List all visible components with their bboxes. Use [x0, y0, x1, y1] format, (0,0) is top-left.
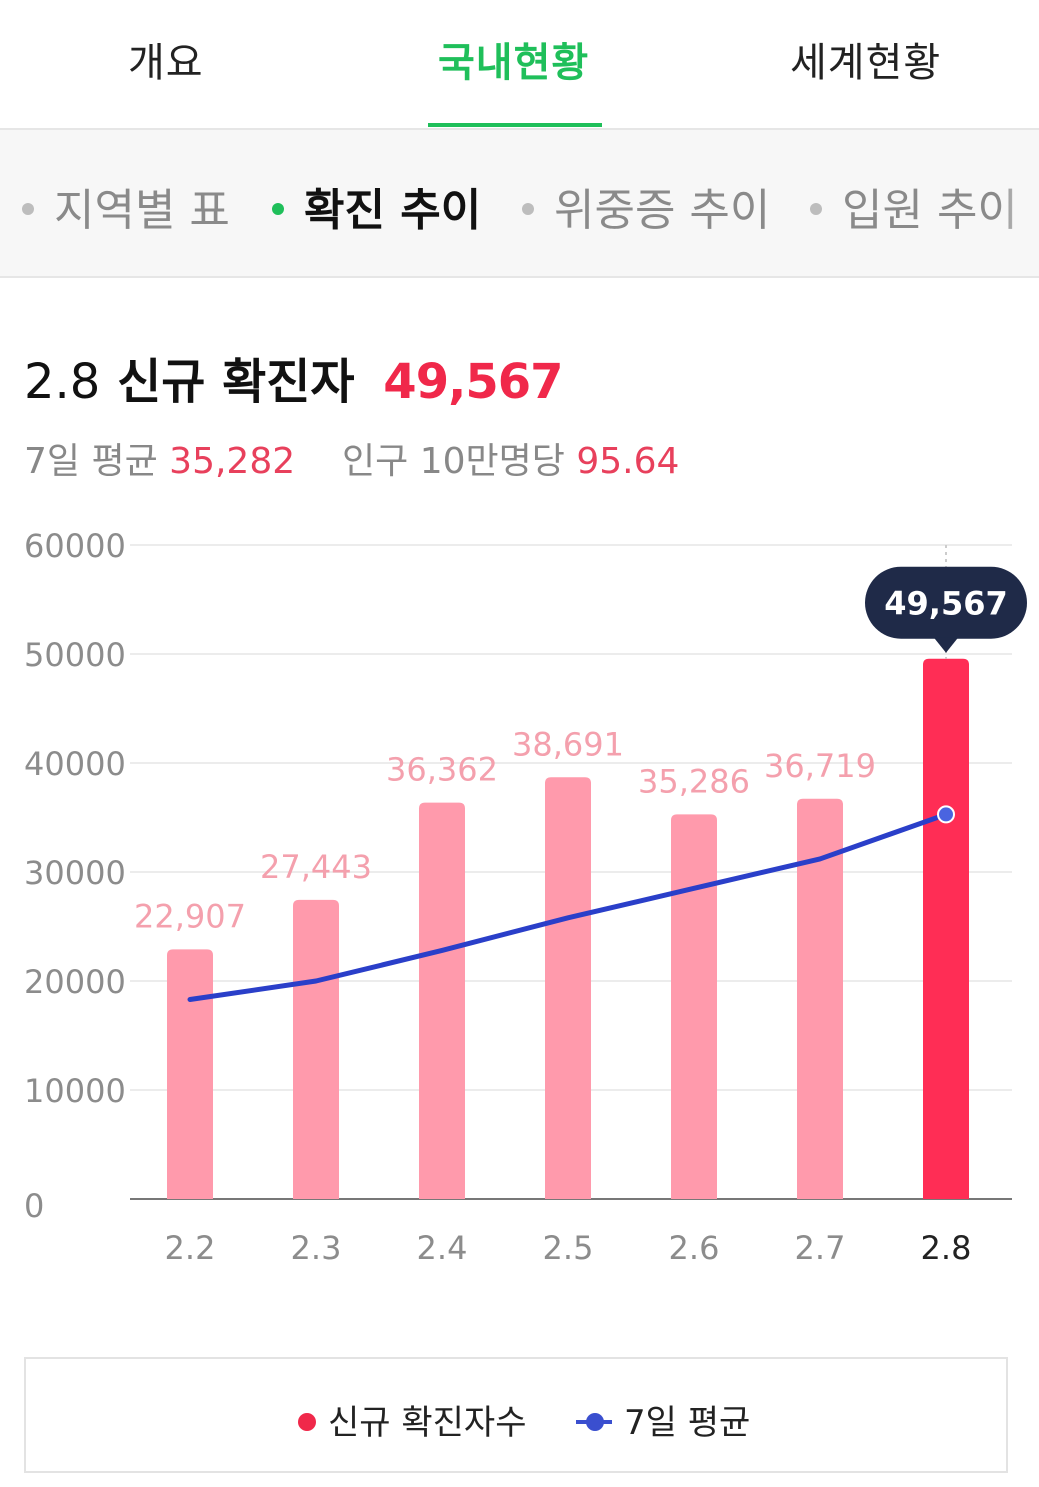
- bar[interactable]: [923, 658, 969, 1199]
- legend-item-line[interactable]: 7일 평균: [576, 1395, 750, 1444]
- subtab-severe-trend[interactable]: 위중증 추이: [522, 174, 770, 238]
- y-tick-label: 60000: [24, 527, 126, 565]
- avg-value: 35,282: [169, 441, 296, 482]
- stats-line: 7일 평균 35,282 인구 10만명당 95.64: [24, 432, 679, 484]
- x-tick-label: 2.5: [543, 1229, 594, 1267]
- bar[interactable]: [545, 777, 591, 1199]
- bar[interactable]: [671, 814, 717, 1199]
- confirmed-cases-chart: 0 10000 20000 30000 40000 50000 60000 2.2 22,907…: [24, 527, 1027, 1267]
- bar-value-label: 36,362: [386, 751, 498, 789]
- subtab-label: 위중증 추이: [554, 185, 771, 236]
- chart-legend: 신규 확진자수 7일 평균: [24, 1357, 1008, 1473]
- bar[interactable]: [419, 802, 465, 1199]
- bar-value-label: 36,719: [764, 747, 876, 785]
- avg-point: [937, 805, 955, 824]
- bar[interactable]: [293, 899, 339, 1199]
- tooltip-bubble: [865, 566, 1027, 639]
- bullet-icon: [810, 203, 822, 215]
- bar[interactable]: [167, 949, 213, 1199]
- bar-value-label: 35,286: [638, 762, 750, 800]
- avg-line: [187, 811, 949, 1003]
- x-tick-label: 2.4: [417, 1229, 468, 1267]
- subtab-hospital-trend[interactable]: 입원 추이: [810, 174, 1018, 238]
- per-capita-value: 95.64: [576, 441, 680, 482]
- tab-overview[interactable]: 개요: [128, 40, 204, 86]
- tooltip-pointer: [934, 637, 958, 653]
- bullet-icon: [272, 203, 284, 215]
- bullet-icon: [522, 203, 534, 215]
- scroll-fade: [999, 130, 1039, 276]
- headline-label: 신규 확진자: [117, 354, 355, 410]
- subtab-confirmed-trend[interactable]: 확진 추이: [272, 174, 481, 238]
- bar[interactable]: [797, 798, 843, 1199]
- x-tick-label: 2.7: [795, 1229, 846, 1267]
- legend-item-bars[interactable]: 신규 확진자수: [298, 1395, 527, 1444]
- x-tick-label: 2.3: [291, 1229, 342, 1267]
- bullet-icon: [22, 203, 34, 215]
- subtab-label: 입원 추이: [842, 185, 1018, 236]
- avg-label: 7일 평균: [24, 441, 158, 482]
- x-tick-label: 2.8: [921, 1229, 972, 1267]
- bar-value-label: 27,443: [260, 848, 372, 886]
- y-tick-label: 0: [24, 1187, 44, 1225]
- y-tick-label: 10000: [24, 1072, 126, 1110]
- legend-dot-icon: [298, 1412, 316, 1431]
- legend-label: 신규 확진자수: [328, 1403, 527, 1443]
- active-tab-indicator: [428, 123, 602, 127]
- bar-value-label: 38,691: [512, 725, 624, 763]
- subtab-label: 확진 추이: [304, 185, 482, 236]
- headline-date: 2.8: [24, 354, 101, 410]
- tooltip-value: 49,567: [884, 585, 1007, 623]
- y-tick-label: 30000: [24, 854, 126, 892]
- tab-domestic[interactable]: 국내현황: [438, 40, 590, 86]
- page-title: 2.8 신규 확진자 49,567: [24, 342, 564, 412]
- top-tab-bar: 개요 국내현황 세계현황: [0, 0, 1039, 130]
- y-tick-label: 40000: [24, 745, 126, 783]
- legend-label: 7일 평균: [624, 1403, 751, 1443]
- per-capita-label: 인구 10만명당: [342, 441, 565, 482]
- sub-tab-bar: 지역별 표 확진 추이 위중증 추이 입원 추이: [0, 130, 1039, 278]
- x-tick-label: 2.6: [669, 1229, 720, 1267]
- tab-world[interactable]: 세계현황: [790, 40, 942, 86]
- bar-value-label: 22,907: [134, 897, 246, 935]
- x-tick-label: 2.2: [165, 1229, 216, 1267]
- subtab-label: 지역별 표: [54, 185, 230, 236]
- y-tick-label: 20000: [24, 963, 126, 1001]
- y-tick-label: 50000: [24, 636, 126, 674]
- legend-line-icon: [576, 1412, 612, 1431]
- headline-value: 49,567: [383, 354, 563, 410]
- subtab-region-table[interactable]: 지역별 표: [22, 174, 230, 238]
